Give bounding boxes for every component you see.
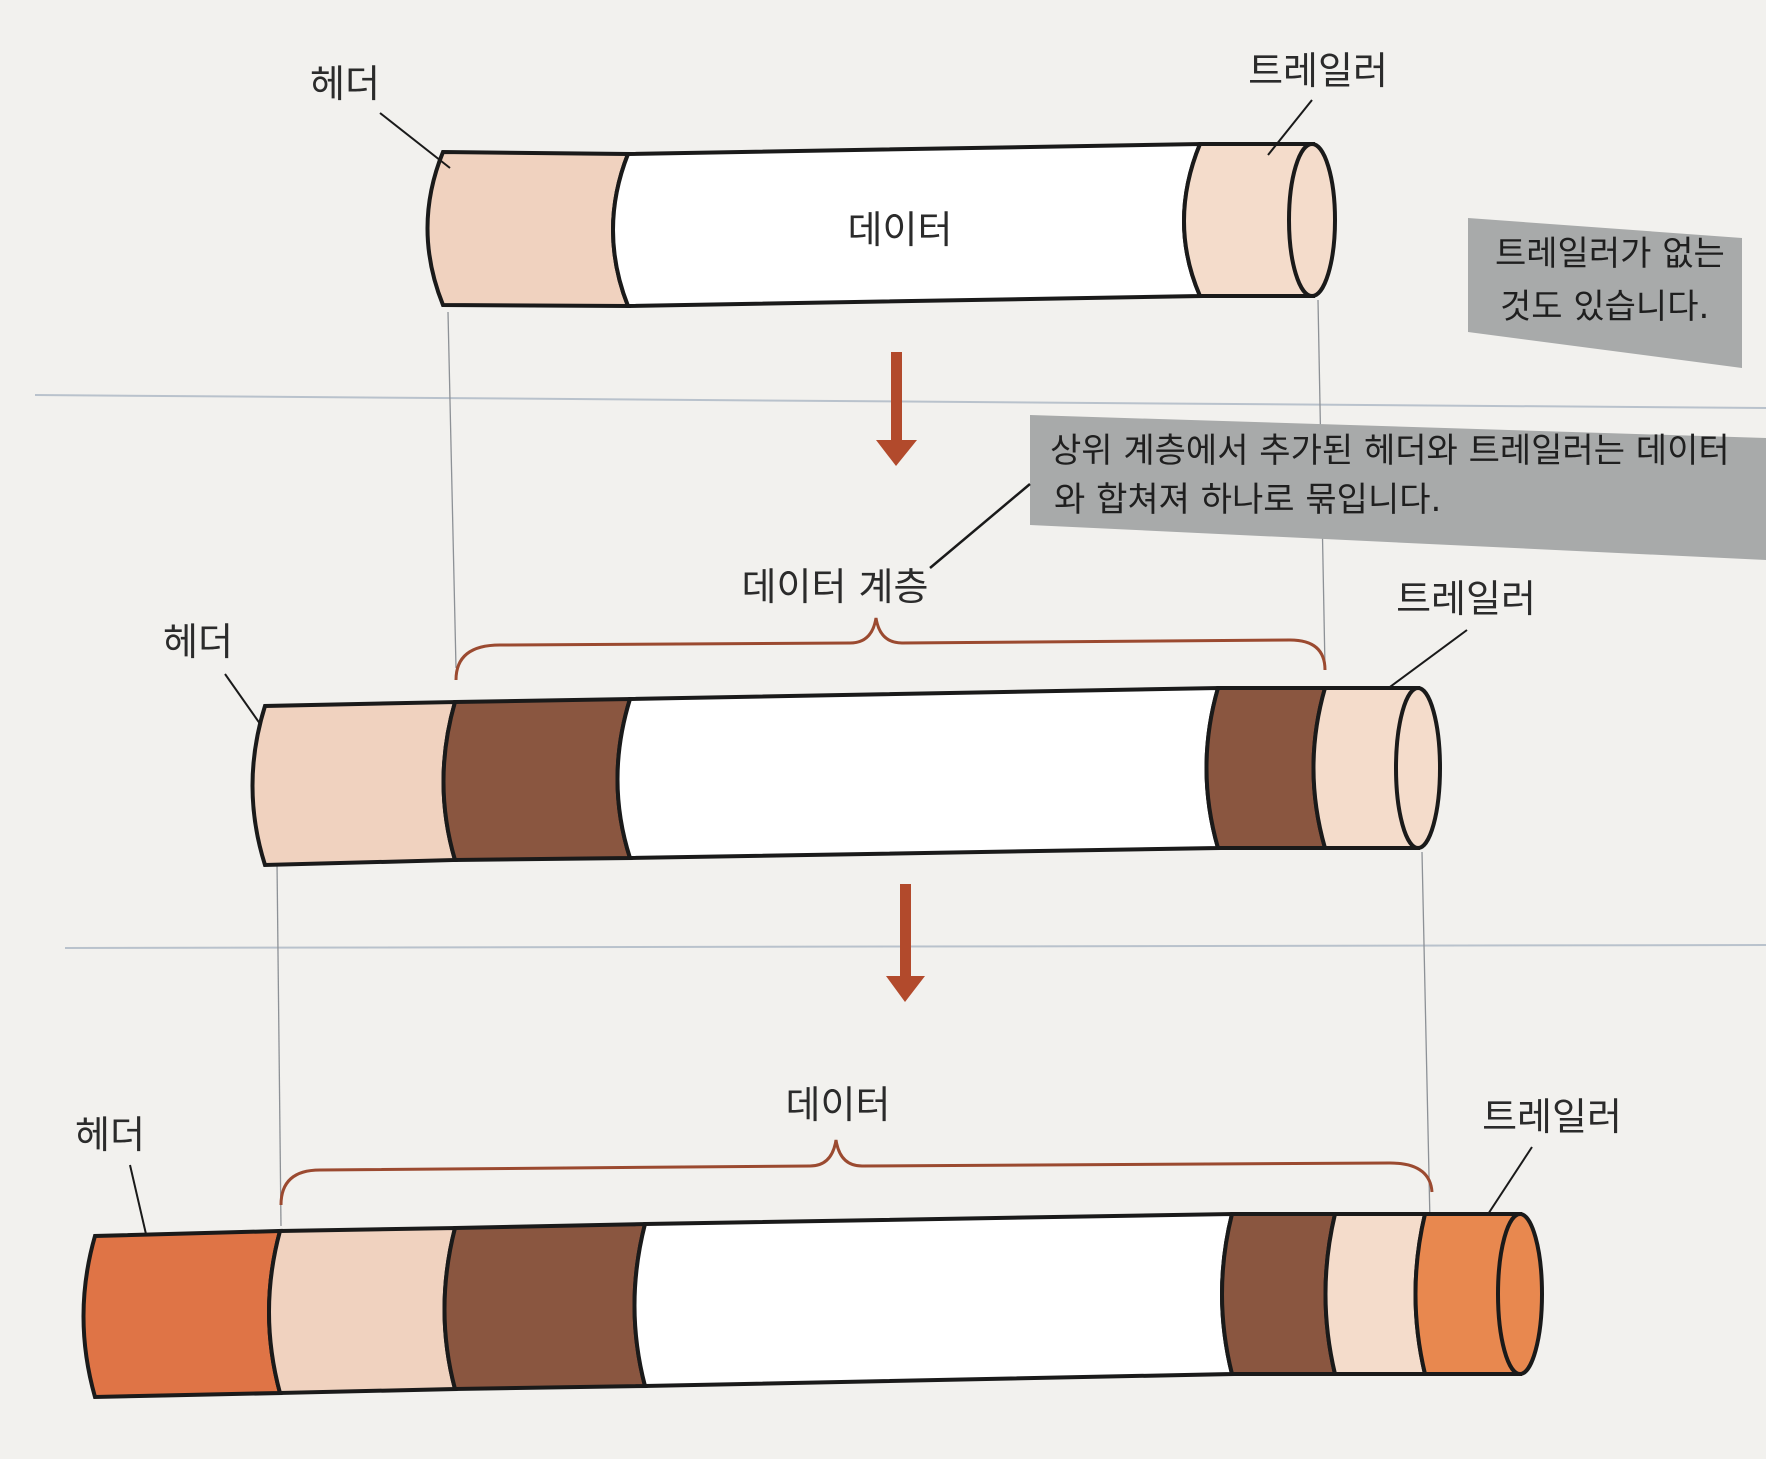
stage3-brace — [279, 1139, 1434, 1206]
stage3-data-segment — [632, 1211, 1235, 1389]
stage2-data-segment — [615, 685, 1221, 861]
note-no-trailer-line1: 트레일러가 없는 — [1495, 234, 1725, 274]
stage2-upper-header-segment — [441, 696, 633, 863]
note-no-trailer-line2: 것도 있습니다. — [1500, 287, 1709, 327]
stage2-header-segment — [250, 699, 458, 868]
stage1-trailer-leader — [1267, 99, 1313, 156]
stage2-packet — [250, 685, 1442, 868]
stage2-brace-label: 데이터 계층 — [742, 565, 929, 609]
stage1-trailer-label: 트레일러 — [1248, 49, 1388, 93]
stage1-header-leader — [379, 112, 451, 169]
stage3-trailer-label: 트레일러 — [1482, 1095, 1622, 1139]
stage3-upper-trailer-segment — [1323, 1212, 1428, 1376]
stage1-header-label: 헤더 — [310, 62, 380, 106]
stage3-packet — [81, 1211, 1544, 1400]
stage3-upper-trailer2-segment — [1220, 1212, 1338, 1376]
arrow-down-icon — [876, 352, 917, 466]
note-box-no-trailer: 트레일러가 없는 것도 있습니다. — [1468, 218, 1742, 368]
note-combined-line1: 상위 계층에서 추가된 헤더와 트레일러는 데이터 — [1050, 431, 1730, 471]
stage2-trailer-end-cap — [1394, 686, 1442, 850]
note-box-combined: 상위 계층에서 추가된 헤더와 트레일러는 데이터 와 합쳐져 하나로 묶입니다… — [1030, 415, 1766, 560]
stage3-upper-header-segment — [267, 1225, 458, 1396]
stage3-upper-header2-segment — [442, 1221, 648, 1392]
stage2-trailer-label: 트레일러 — [1396, 577, 1536, 621]
stage1-trailer-end-cap — [1287, 142, 1337, 298]
note-combined-leader — [929, 483, 1031, 569]
stage3-header-label: 헤더 — [75, 1113, 145, 1157]
note-combined-line2: 와 합쳐져 하나로 묶입니다. — [1054, 480, 1441, 520]
stage3-header-segment — [81, 1228, 283, 1400]
stage1-header-segment — [425, 149, 631, 309]
stage3-trailer-end-cap — [1496, 1212, 1544, 1376]
stage3-trailer-segment — [1413, 1212, 1522, 1376]
stage2-brace — [454, 617, 1327, 681]
arrow-down-icon — [886, 884, 925, 1002]
stage1-data-label: 데이터 — [848, 208, 953, 252]
stage2-upper-trailer-segment — [1204, 686, 1328, 850]
stage3-brace-label: 데이터 — [786, 1083, 891, 1127]
stage1-packet — [425, 141, 1337, 309]
stage1-trailer-segment — [1182, 142, 1315, 298]
stage2-trailer-segment — [1311, 686, 1420, 850]
divider-line — [64, 944, 1766, 949]
stage2-header-label: 헤더 — [163, 620, 233, 664]
